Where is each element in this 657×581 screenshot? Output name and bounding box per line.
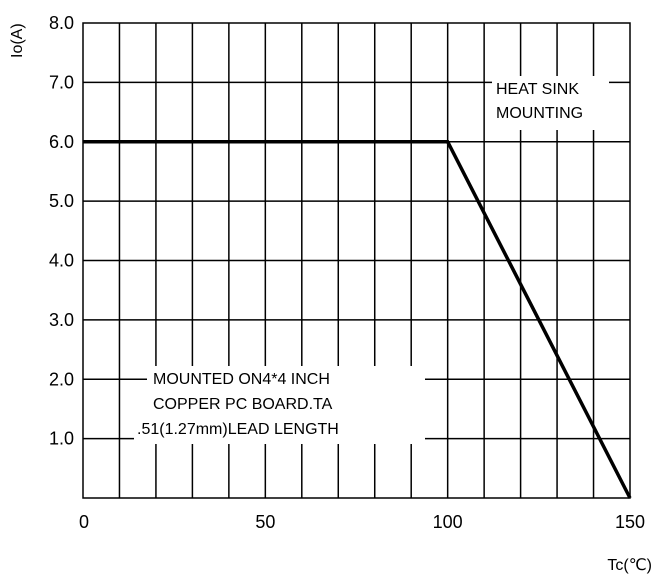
y-tick-labels: 1.0 2.0 3.0 4.0 5.0 6.0 7.0 8.0 bbox=[49, 13, 74, 449]
x-tick-label: 100 bbox=[433, 512, 463, 532]
pc-board-label-background bbox=[134, 422, 154, 444]
pc-board-label-line: MOUNTED ON4*4 INCH bbox=[153, 371, 330, 388]
x-tick-labels: 0 50 100 150 bbox=[79, 512, 645, 532]
x-axis-label: Tc(℃) bbox=[607, 557, 652, 574]
pc-board-label-line: .51(1.27mm)LEAD LENGTH bbox=[137, 421, 339, 438]
plot-frame bbox=[82, 22, 631, 499]
y-tick-label: 6.0 bbox=[49, 132, 74, 152]
y-tick-label: 7.0 bbox=[49, 72, 74, 92]
x-tick-label: 50 bbox=[255, 512, 275, 532]
y-tick-label: 2.0 bbox=[49, 369, 74, 389]
x-tick-label: 0 bbox=[79, 512, 89, 532]
pc-board-label-line: COPPER PC BOARD.TA bbox=[153, 396, 333, 413]
heat-sink-label-background bbox=[492, 76, 609, 130]
y-tick-label: 4.0 bbox=[49, 251, 74, 271]
derating-curve bbox=[83, 140, 632, 499]
y-tick-label: 8.0 bbox=[49, 13, 74, 33]
pc-board-label-background bbox=[147, 366, 425, 444]
y-tick-label: 1.0 bbox=[49, 429, 74, 449]
heat-sink-label-line: HEAT SINK bbox=[496, 81, 579, 98]
y-tick-label: 3.0 bbox=[49, 310, 74, 330]
heat-sink-label-line: MOUNTING bbox=[496, 105, 583, 122]
y-tick-label: 5.0 bbox=[49, 191, 74, 211]
x-tick-label: 150 bbox=[615, 512, 645, 532]
y-axis-label: Io(A) bbox=[9, 23, 26, 58]
